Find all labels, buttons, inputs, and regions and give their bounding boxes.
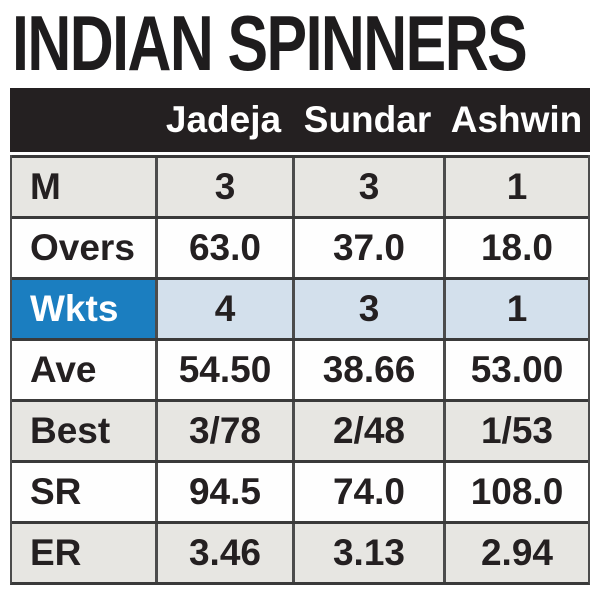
cell-jadeja: 4 bbox=[155, 280, 292, 338]
cell-ashwin: 1/53 bbox=[443, 402, 588, 460]
cell-sundar: 38.66 bbox=[292, 341, 443, 399]
cell-jadeja: 94.5 bbox=[155, 463, 292, 521]
header-empty-cell bbox=[10, 88, 155, 152]
row-label: Overs bbox=[12, 219, 155, 277]
cell-jadeja: 3.46 bbox=[155, 524, 292, 582]
row-label: Wkts bbox=[12, 280, 155, 338]
header-col-sundar: Sundar bbox=[303, 99, 432, 140]
spinner-stats-table: Jadeja Sundar Ashwin M 3 3 1 Overs 63.0 … bbox=[10, 88, 590, 585]
table-row-strike-rate: SR 94.5 74.0 108.0 bbox=[12, 460, 588, 521]
table-row-average: Ave 54.50 38.66 53.00 bbox=[12, 338, 588, 399]
table-body: M 3 3 1 Overs 63.0 37.0 18.0 Wkts 4 3 1 … bbox=[10, 155, 590, 585]
cell-ashwin: 1 bbox=[443, 158, 588, 216]
cell-sundar: 37.0 bbox=[292, 219, 443, 277]
cell-jadeja: 63.0 bbox=[155, 219, 292, 277]
table-row-matches: M 3 3 1 bbox=[12, 155, 588, 216]
cell-sundar: 74.0 bbox=[292, 463, 443, 521]
cell-jadeja: 3 bbox=[155, 158, 292, 216]
table-row-best: Best 3/78 2/48 1/53 bbox=[12, 399, 588, 460]
row-label: Best bbox=[12, 402, 155, 460]
row-label: SR bbox=[12, 463, 155, 521]
row-label: ER bbox=[12, 524, 155, 582]
table-row-overs: Overs 63.0 37.0 18.0 bbox=[12, 216, 588, 277]
cell-ashwin: 53.00 bbox=[443, 341, 588, 399]
row-label: M bbox=[12, 158, 155, 216]
table-header-row: Jadeja Sundar Ashwin bbox=[10, 88, 590, 152]
cell-sundar: 3 bbox=[292, 280, 443, 338]
cell-ashwin: 2.94 bbox=[443, 524, 588, 582]
cell-jadeja: 3/78 bbox=[155, 402, 292, 460]
cell-ashwin: 18.0 bbox=[443, 219, 588, 277]
cell-sundar: 2/48 bbox=[292, 402, 443, 460]
cell-ashwin: 108.0 bbox=[443, 463, 588, 521]
page-title: INDIAN SPINNERS bbox=[12, 0, 528, 87]
table-row-wickets-highlighted: Wkts 4 3 1 bbox=[12, 277, 588, 338]
table-row-economy-rate: ER 3.46 3.13 2.94 bbox=[12, 521, 588, 582]
row-label: Ave bbox=[12, 341, 155, 399]
cell-sundar: 3 bbox=[292, 158, 443, 216]
header-col-jadeja: Jadeja bbox=[165, 99, 282, 140]
cell-jadeja: 54.50 bbox=[155, 341, 292, 399]
header-col-ashwin: Ashwin bbox=[450, 99, 583, 140]
cell-sundar: 3.13 bbox=[292, 524, 443, 582]
cell-ashwin: 1 bbox=[443, 280, 588, 338]
